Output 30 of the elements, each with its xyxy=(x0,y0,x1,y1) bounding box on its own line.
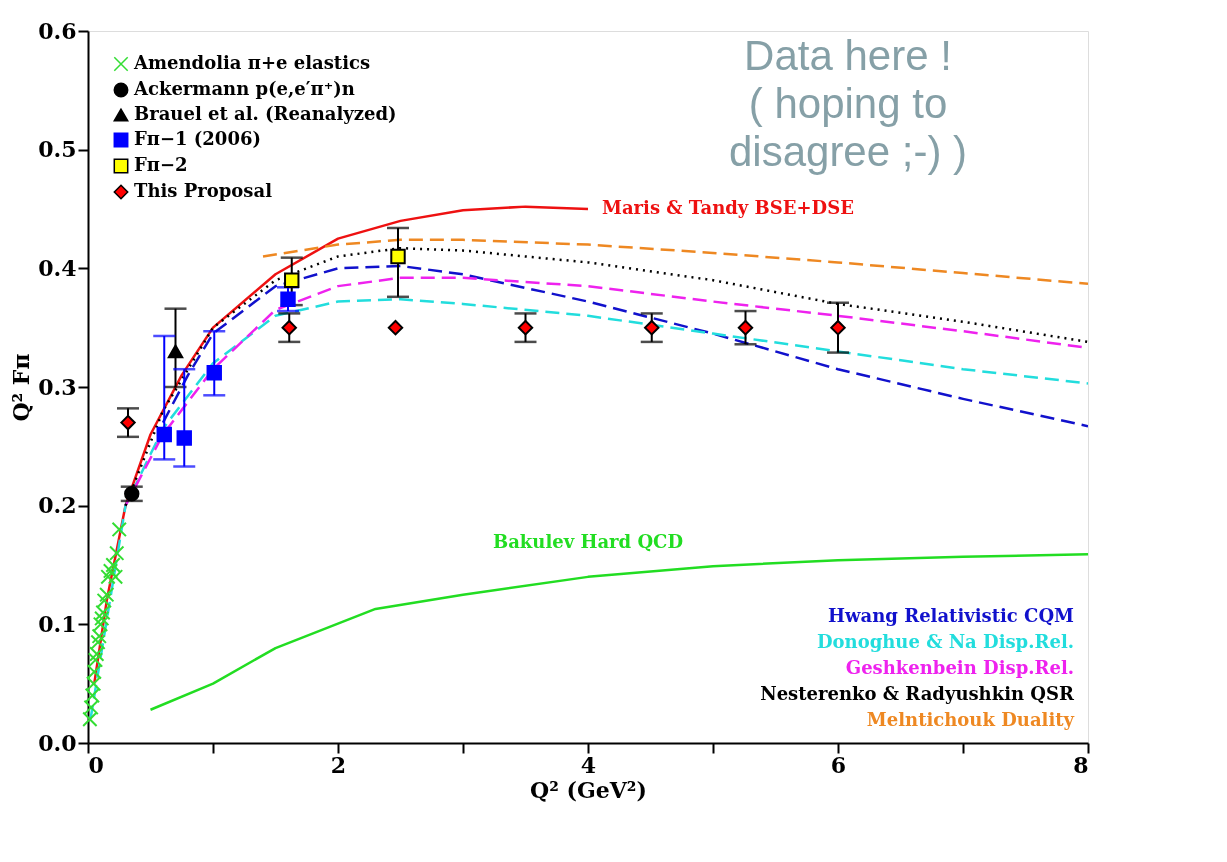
text: Nesterenko & Radyushkin QSR xyxy=(760,683,1076,704)
text: Donoghue & Na Disp.Rel. xyxy=(816,631,1074,652)
y-tick-label: 0.1 xyxy=(38,610,77,637)
x-tick-label: 2 xyxy=(330,751,347,778)
y-tick-label: 0.6 xyxy=(38,17,77,44)
text: Hwang Relativistic CQM xyxy=(828,605,1075,626)
legend-label: Brauel et al. (Reanalyzed) xyxy=(134,103,397,124)
x-axis-title: Q² (GeV²) xyxy=(530,776,647,803)
text: Geshkenbein Disp.Rel. xyxy=(845,657,1074,678)
y-axis-title: Q² Fπ xyxy=(8,353,35,422)
x-tick-label: 0 xyxy=(88,751,104,778)
series-label: Bakulev Hard QCD xyxy=(492,530,684,552)
series-label: Maris & Tandy BSE+DSE xyxy=(602,197,854,218)
legend-label: Amendolia π+e elastics xyxy=(133,52,371,73)
legend-label: Fπ−1 (2006) xyxy=(134,128,261,149)
y-tick-label: 0.0 xyxy=(38,729,77,756)
line-series xyxy=(261,238,1088,286)
x-tick-label: 4 xyxy=(580,751,597,778)
legend-label: This Proposal xyxy=(134,180,273,201)
y-tick-label: 0.2 xyxy=(38,492,77,519)
x-tick-label: 8 xyxy=(1073,751,1089,778)
y-tick-label: 0.4 xyxy=(38,254,77,281)
y-tick-label: 0.5 xyxy=(38,136,77,163)
y-tick-label: 0.3 xyxy=(38,373,77,400)
line-series xyxy=(149,553,1088,712)
x-tick-label: 6 xyxy=(830,751,847,778)
text: Melntichouk Duality xyxy=(866,709,1075,730)
legend-label: Ackermann p(e,e′π⁺)n xyxy=(133,78,355,99)
legend-label: Fπ−2 xyxy=(134,154,188,175)
annotation: Data here ! ( hoping to disagree ;-) ) xyxy=(728,32,968,175)
